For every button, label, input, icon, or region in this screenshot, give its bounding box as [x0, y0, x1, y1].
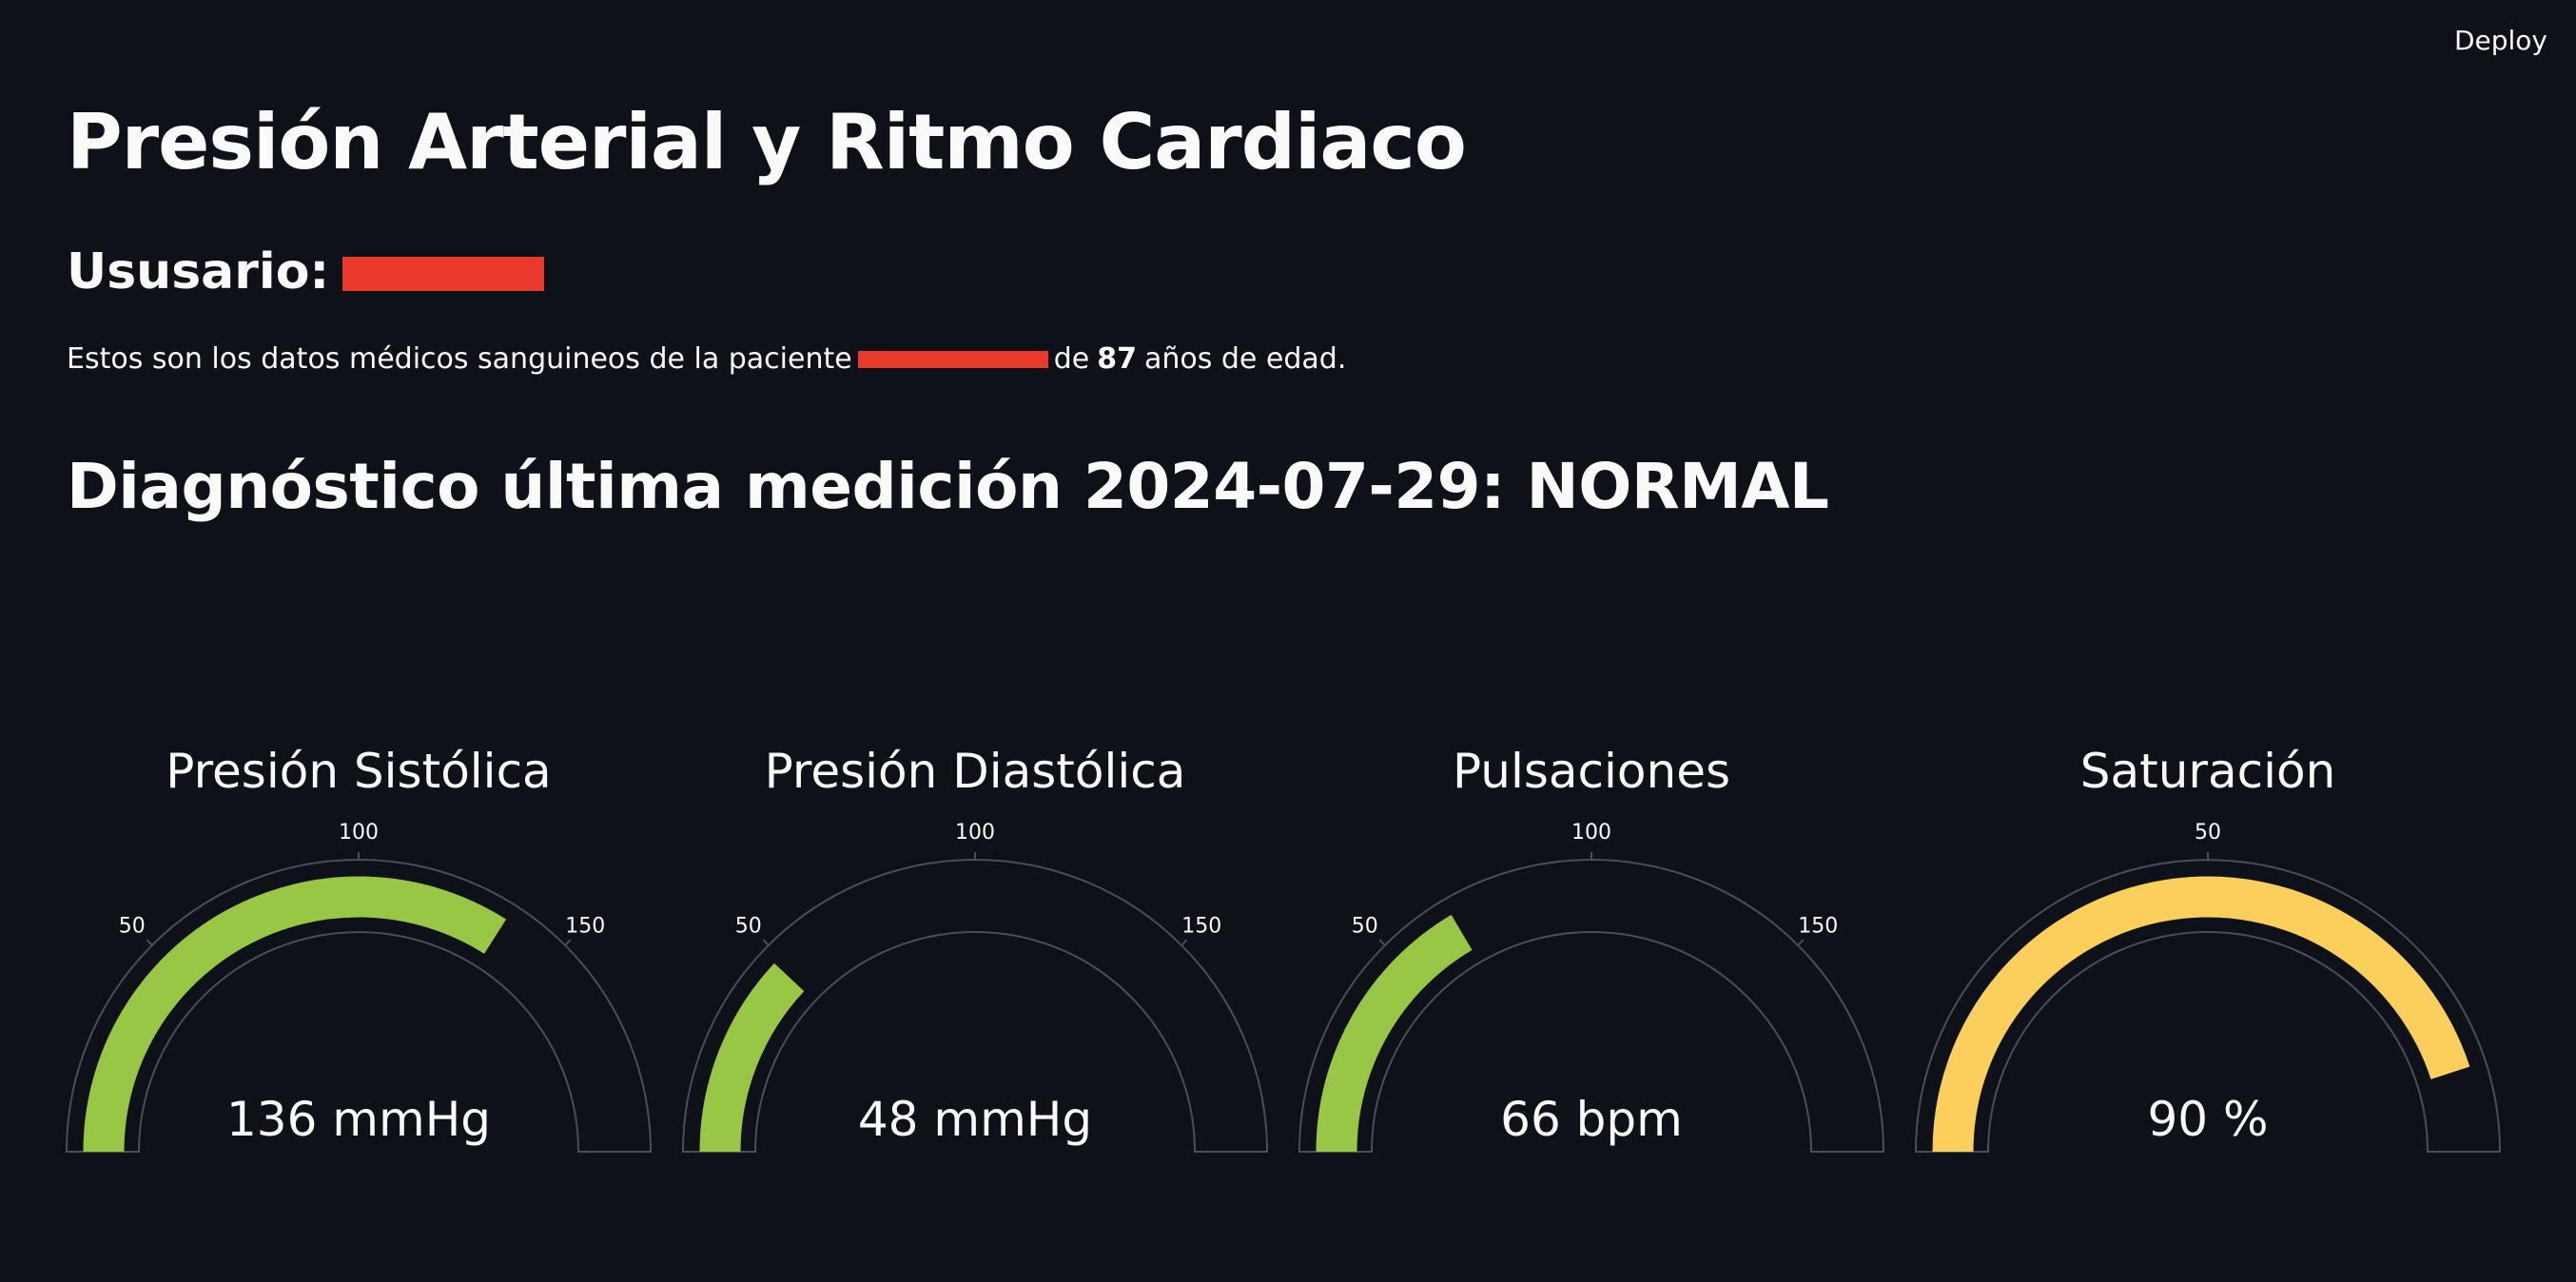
gauge-title: Saturación — [2080, 744, 2336, 799]
description-mid: de — [1053, 342, 1090, 376]
redacted-user-name — [342, 257, 545, 291]
gauge-4: 50 Saturación 90 % — [1914, 744, 2502, 1153]
redacted-patient-name — [857, 350, 1048, 368]
user-label: Ususario: — [67, 243, 330, 301]
patient-age: 87 — [1097, 342, 1137, 376]
gauge-tick-label: 100 — [955, 821, 995, 845]
description-prefix: Estos son los datos médicos sanguineos d… — [67, 342, 852, 376]
user-heading: Ususario: — [67, 243, 545, 301]
gauge-2: 50 100 150 Presión Diastólica 48 mmHg — [681, 744, 1269, 1153]
gauge-value-bar — [1316, 914, 1473, 1153]
gauge-3: 50 100 150 Pulsaciones 66 bpm — [1298, 744, 1885, 1153]
deploy-button[interactable]: Deploy — [2453, 25, 2547, 56]
gauge-title: Pulsaciones — [1453, 744, 1730, 799]
gauge-tick — [1181, 939, 1188, 946]
gauge-1: 50 100 150 Presión Sistólica 136 mmHg — [65, 744, 653, 1153]
patient-description: Estos son los datos médicos sanguineos d… — [67, 342, 1346, 376]
gauge-outline — [1298, 859, 1885, 1153]
gauge-tick-label: 50 — [119, 915, 146, 939]
gauge-value-bar — [699, 962, 805, 1153]
gauge-tick-label: 150 — [565, 915, 605, 939]
diagnosis-heading: Diagnóstico última medición 2024-07-29: … — [67, 450, 1829, 523]
gauge-tick — [762, 939, 770, 946]
gauge-tick-label: 100 — [339, 821, 379, 845]
gauge-tick-label: 50 — [1352, 915, 1378, 939]
gauge-tick — [1797, 939, 1805, 946]
gauge-value-bar — [83, 876, 507, 1153]
gauge-outline — [1914, 859, 2502, 1153]
description-suffix: años de edad. — [1143, 342, 1347, 376]
gauge-tick-label: 150 — [1798, 915, 1838, 939]
gauge-value-label: 90 % — [2147, 1092, 2268, 1147]
gauge-tick — [1378, 939, 1386, 946]
gauge-tick — [146, 939, 153, 946]
gauge-outline — [65, 859, 653, 1153]
gauge-tick-label: 50 — [2195, 821, 2221, 845]
gauge-tick-label: 50 — [735, 915, 762, 939]
gauge-title: Presión Diastólica — [765, 744, 1186, 799]
gauge-value-label: 66 bpm — [1500, 1092, 1683, 1147]
page-title: Presión Arterial y Ritmo Cardiaco — [67, 98, 1467, 186]
gauge-outline — [681, 859, 1269, 1153]
gauge-tick-label: 100 — [1571, 821, 1611, 845]
gauge-tick — [564, 939, 572, 946]
gauge-value-bar — [1932, 876, 2470, 1153]
gauge-title: Presión Sistólica — [166, 744, 551, 799]
gauge-value-label: 48 mmHg — [858, 1092, 1092, 1147]
gauge-value-label: 136 mmHg — [226, 1092, 491, 1147]
gauge-tick-label: 150 — [1181, 915, 1221, 939]
